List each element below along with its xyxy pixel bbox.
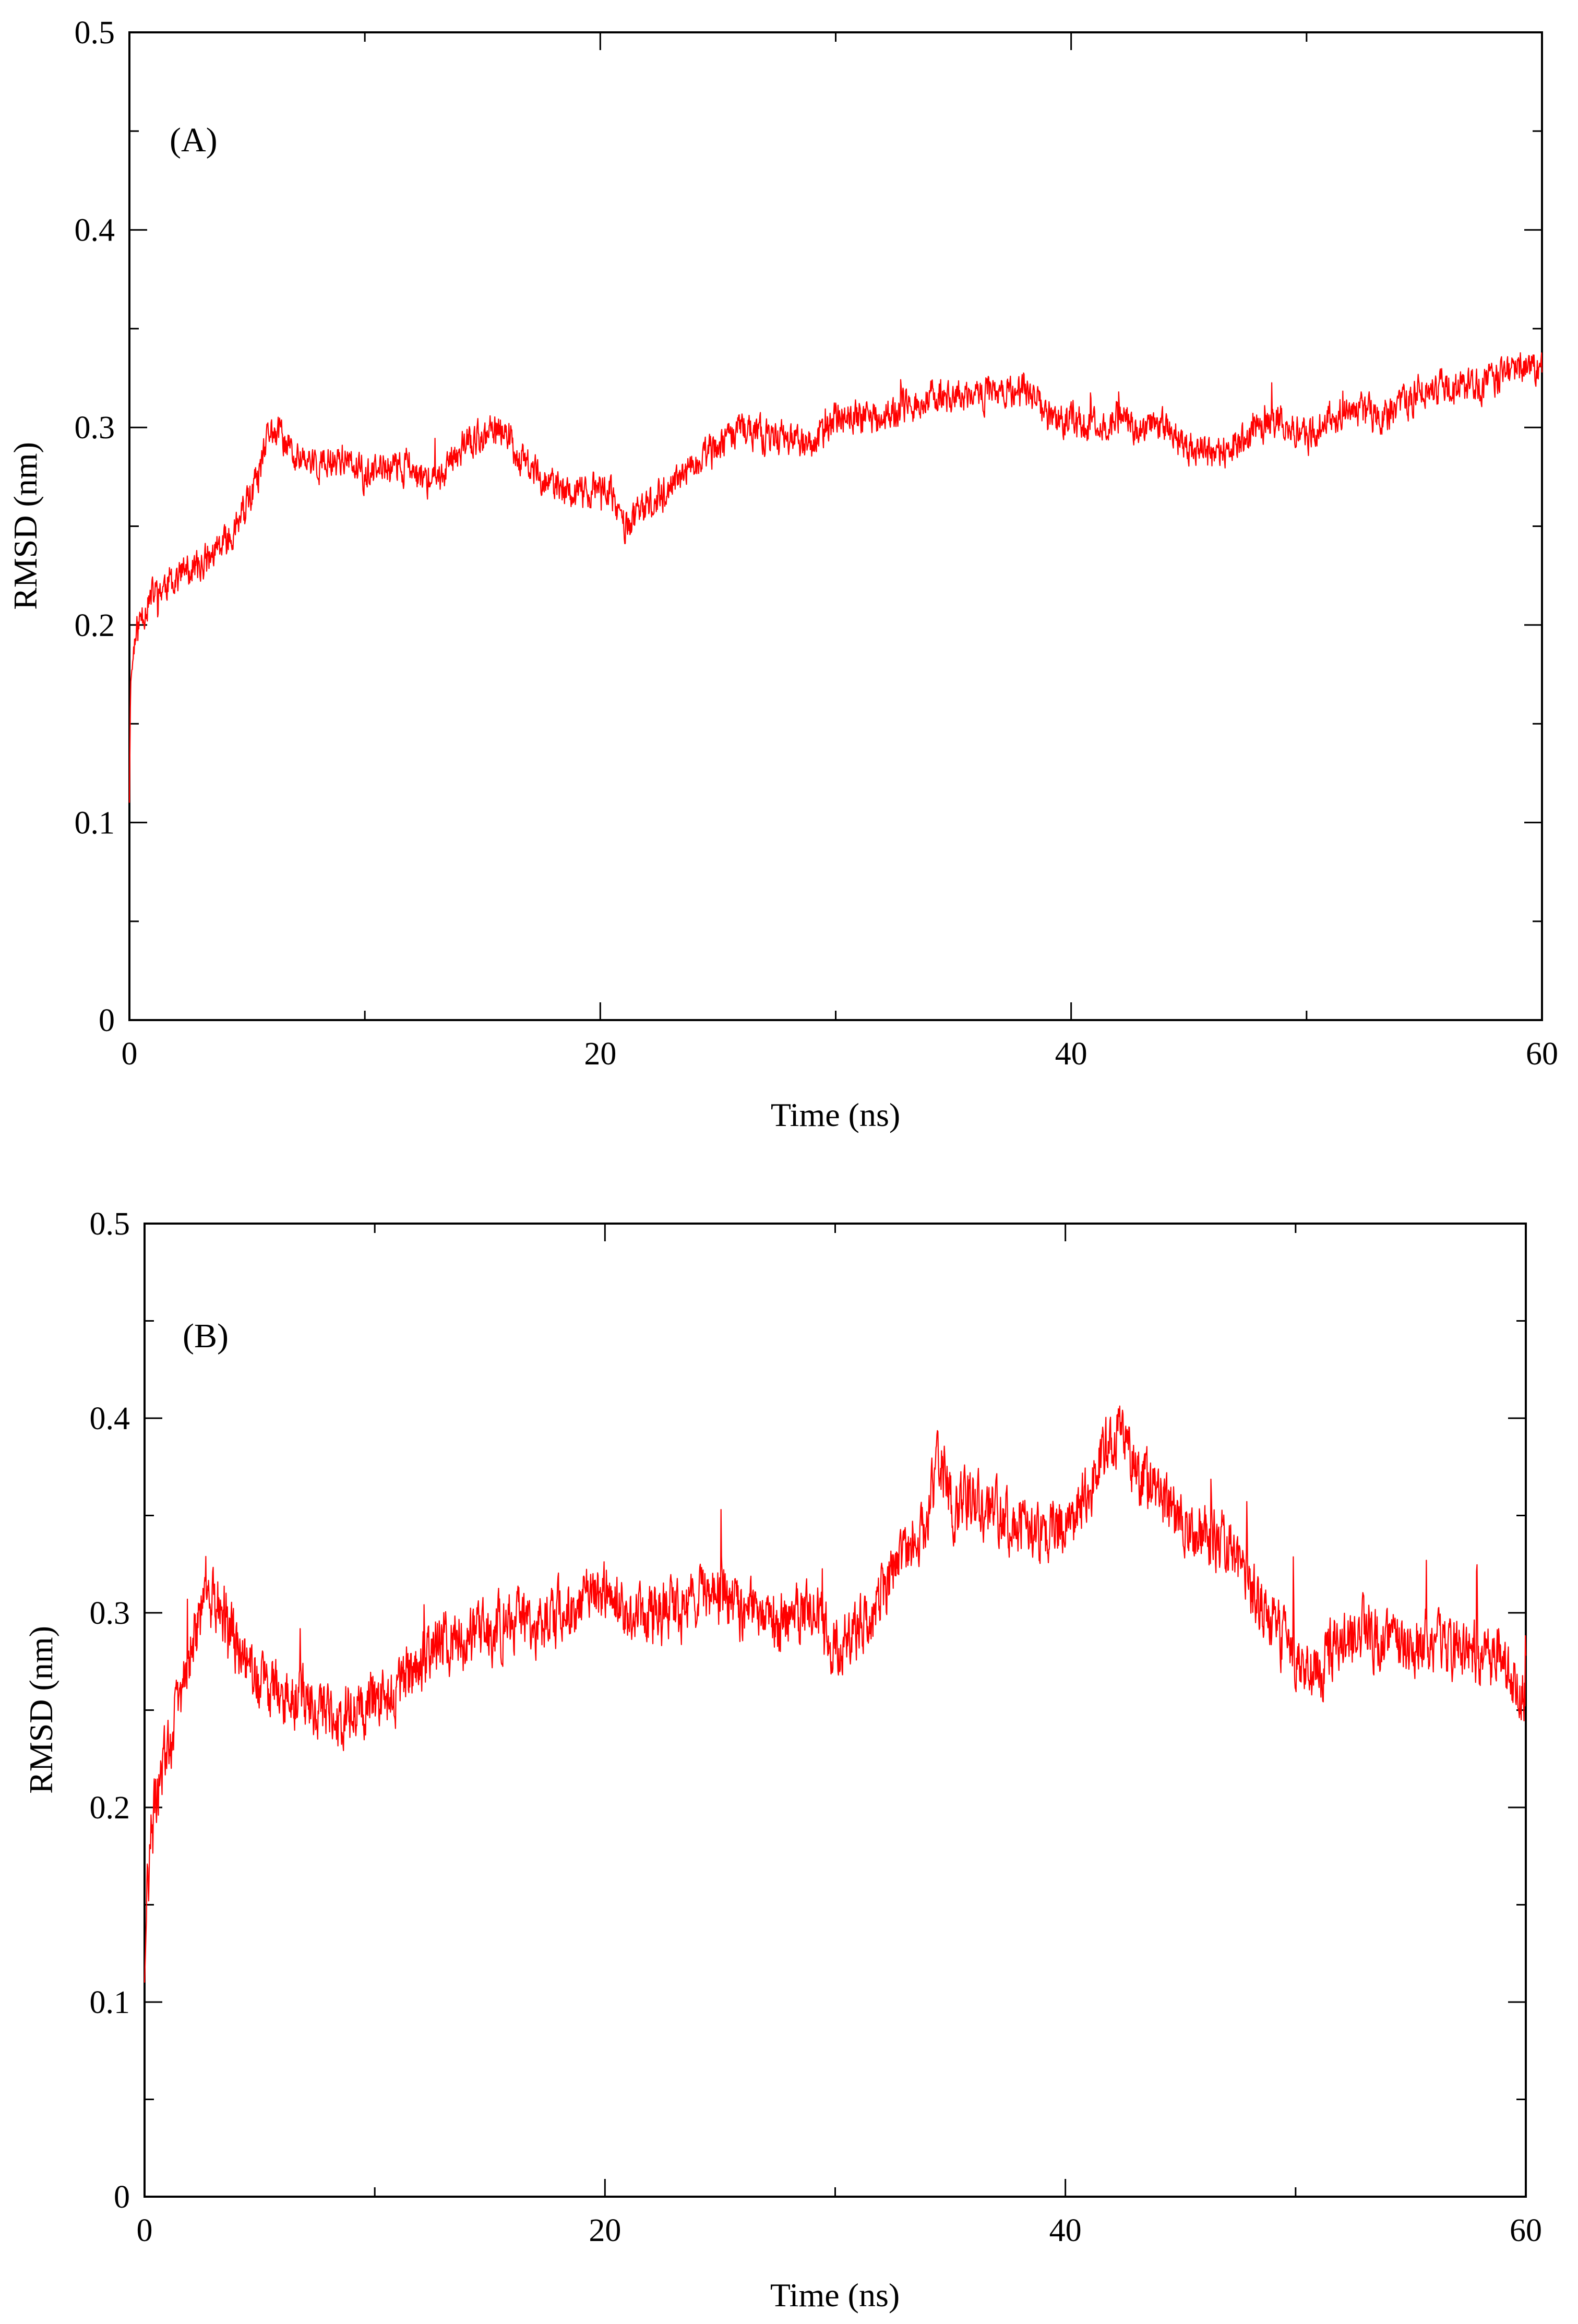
tick-label-group: 0 20 40 60 0 0.1 0.2 0.3 0.4 0.5	[90, 1206, 1543, 2248]
chart-panel-b: (B) Time (ns) RMSD (nm) 0 20 40 60 0 0.1…	[22, 1206, 1542, 2314]
x-tick-label: 0	[122, 1036, 138, 1072]
x-axis-title: Time (ns)	[770, 2277, 900, 2314]
y-tick-label: 0.1	[90, 1985, 130, 2020]
rmsd-series-line	[144, 1405, 1527, 1983]
y-tick-label: 0.5	[90, 1206, 130, 1242]
y-tick-label: 0.1	[75, 805, 115, 841]
x-tick-label: 60	[1526, 1036, 1558, 1072]
y-tick-label: 0	[114, 2179, 130, 2215]
y-tick-label: 0.2	[90, 1790, 130, 1826]
x-axis-title: Time (ns)	[771, 1096, 900, 1133]
x-tick-label: 0	[137, 2213, 153, 2248]
plot-frame	[144, 1223, 1527, 2198]
plot-frame	[128, 31, 1543, 1021]
y-tick-label: 0.5	[75, 15, 115, 51]
y-axis-title: RMSD (nm)	[7, 442, 44, 610]
x-tick-label: 60	[1510, 2213, 1542, 2248]
rmsd-series-line	[128, 352, 1543, 803]
tick-group	[128, 31, 1543, 1021]
x-tick-label: 40	[1055, 1036, 1087, 1072]
panel-label: (B)	[183, 1317, 229, 1355]
y-tick-label: 0.4	[90, 1401, 130, 1436]
chart-panel-a: (A) Time (ns) RMSD (nm) 0 20 40 60 0 0.1…	[7, 15, 1558, 1133]
y-tick-label: 0.3	[75, 410, 115, 446]
panel-label: (A)	[170, 121, 218, 159]
y-tick-label: 0.3	[90, 1596, 130, 1631]
tick-group	[144, 1223, 1527, 2198]
y-axis-title: RMSD (nm)	[22, 1626, 59, 1794]
x-tick-label: 40	[1049, 2213, 1082, 2248]
y-tick-label: 0.2	[75, 608, 115, 643]
tick-label-group: 0 20 40 60 0 0.1 0.2 0.3 0.4 0.5	[75, 15, 1559, 1072]
y-tick-label: 0	[99, 1003, 115, 1038]
x-tick-label: 20	[589, 2213, 621, 2248]
x-tick-label: 20	[584, 1036, 616, 1072]
y-tick-label: 0.4	[75, 213, 115, 248]
